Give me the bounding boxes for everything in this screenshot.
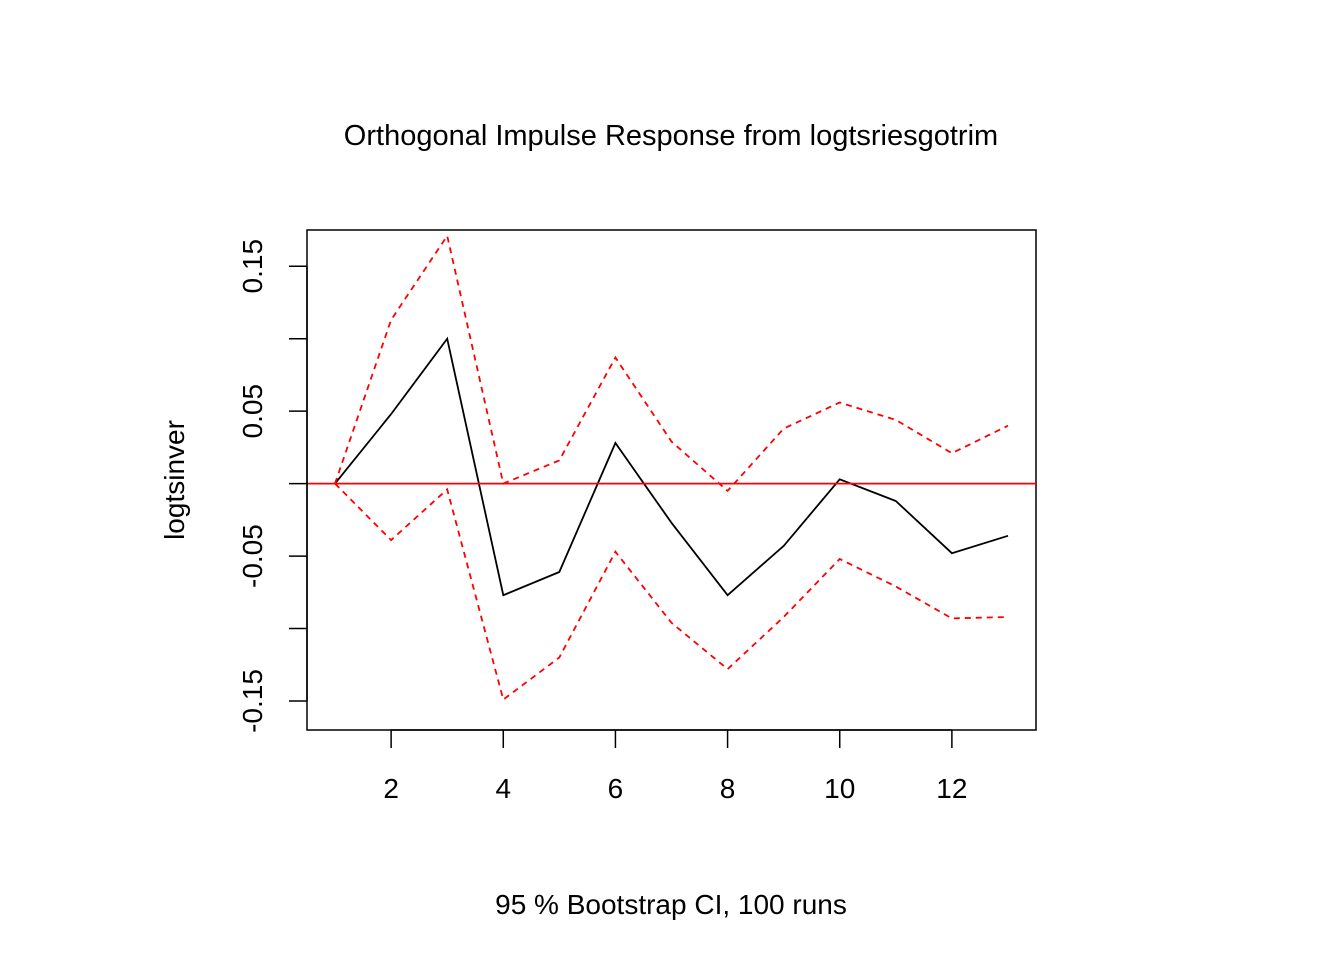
y-tick-label: 0.05 (237, 384, 268, 439)
series-line-upper (334, 233, 1009, 493)
series-line-lower (334, 482, 1009, 702)
y-tick-label: -0.05 (237, 524, 268, 588)
plot-frame (306, 229, 1037, 731)
series-layer (307, 233, 1036, 702)
x-tick-label: 2 (383, 773, 399, 804)
x-axis: 2 4 6 8 10 12 (383, 729, 967, 804)
x-tick-label: 10 (824, 773, 855, 804)
y-axis-label: logtsinver (159, 420, 190, 540)
chart-title: Orthogonal Impulse Response from logtsri… (344, 120, 998, 152)
y-tick-label: 0.15 (237, 239, 268, 294)
y-axis: -0.15 -0.05 0.05 0.15 (237, 239, 308, 733)
x-axis-label: 95 % Bootstrap CI, 100 runs (495, 889, 847, 920)
x-tick-label: 12 (936, 773, 967, 804)
x-tick-label: 6 (608, 773, 624, 804)
y-tick-label: -0.15 (237, 669, 268, 733)
x-tick-label: 4 (495, 773, 511, 804)
x-tick-label: 8 (720, 773, 736, 804)
series-line-response (334, 336, 1009, 597)
